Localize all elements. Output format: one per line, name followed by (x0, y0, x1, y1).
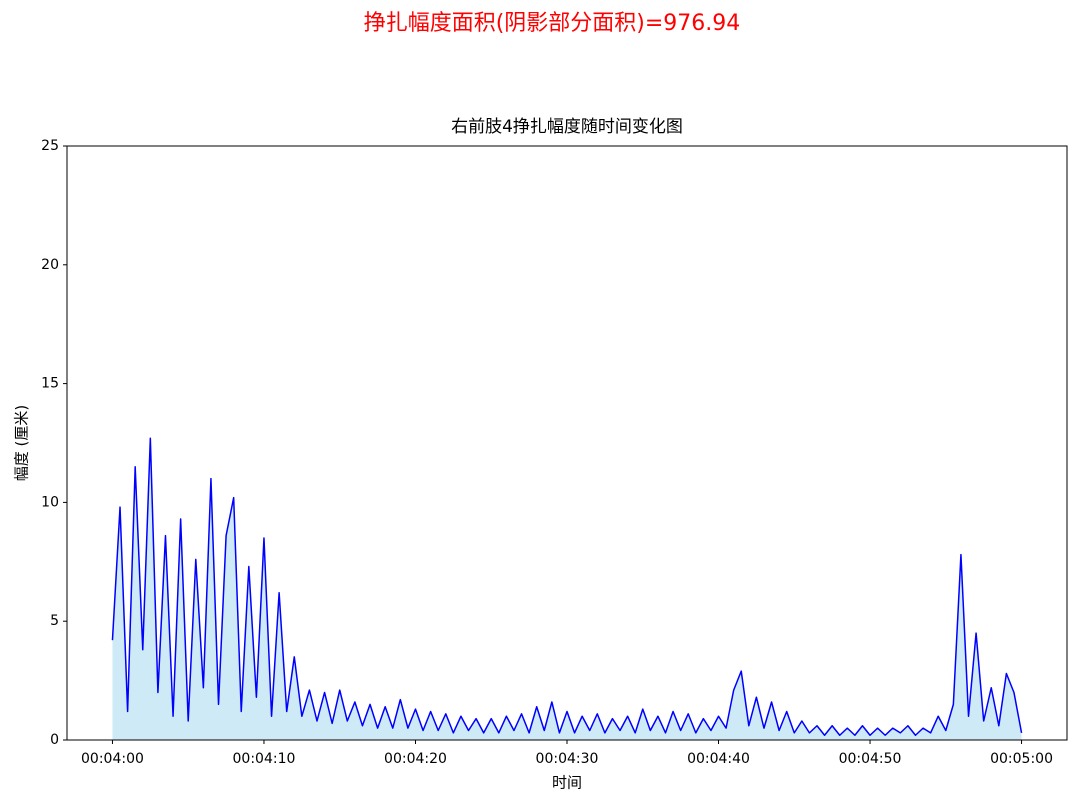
x-axis-label: 时间 (552, 774, 582, 792)
chart-title: 右前肢4挣扎幅度随时间变化图 (451, 117, 683, 137)
y-tick-label: 25 (41, 138, 59, 154)
x-tick-label: 00:04:30 (536, 751, 599, 767)
y-tick-label: 15 (41, 376, 59, 392)
x-tick-label: 00:04:10 (233, 751, 296, 767)
area-fill (112, 438, 1022, 740)
y-tick-label: 0 (50, 732, 59, 748)
y-tick-label: 20 (41, 257, 59, 273)
y-tick-label: 5 (50, 613, 59, 629)
x-tick-label: 00:04:40 (687, 751, 750, 767)
x-tick-label: 00:04:20 (384, 751, 447, 767)
y-axis-label: 幅度 (厘米) (13, 405, 31, 481)
x-tick-label: 00:04:50 (839, 751, 902, 767)
line (111, 437, 1023, 736)
y-tick-label: 10 (41, 494, 59, 510)
x-tick-label: 00:05:00 (990, 751, 1053, 767)
x-tick-label: 00:04:00 (81, 751, 144, 767)
suptitle: 挣扎幅度面积(阴影部分面积)=976.94 (364, 11, 741, 36)
